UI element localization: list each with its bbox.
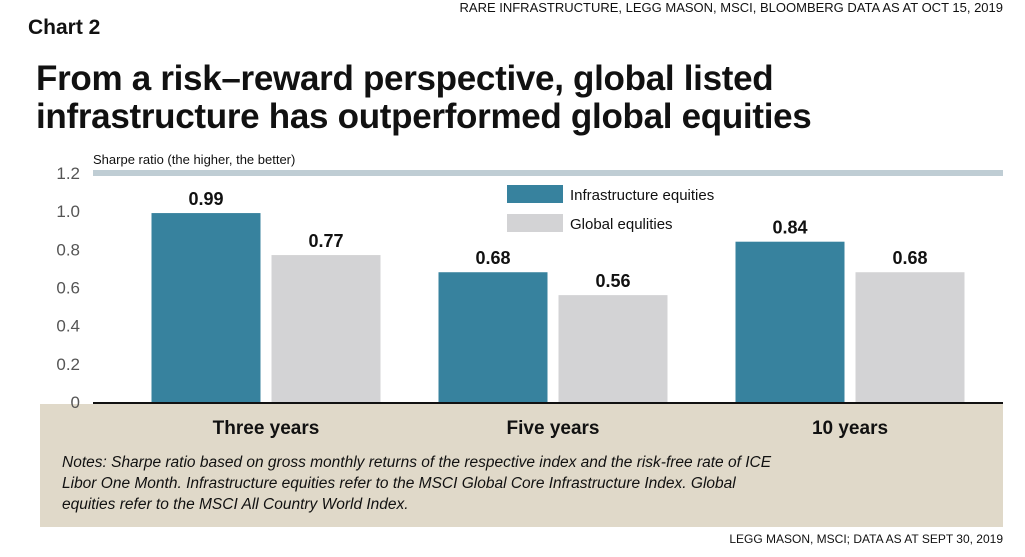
x-tick-label: 10 years [812,418,888,439]
notes-panel [40,404,1003,527]
legend-label: Infrastructure equities [570,187,714,204]
x-tick-label: Three years [213,418,320,439]
y-tick-label: 0.4 [56,317,80,336]
bar [151,213,261,402]
y-tick-label: 0.6 [56,279,80,298]
chart-title: From a risk–reward perspective, global l… [36,59,812,136]
legend-label: Global equlities [570,216,673,233]
bar [558,295,668,402]
y-tick-label: 0.2 [56,355,80,374]
data-label: 0.77 [308,231,343,251]
data-label: 0.99 [188,189,223,209]
bar [855,272,965,402]
legend-swatch [507,214,563,232]
source-bottom: LEGG MASON, MSCI; DATA AS AT SEPT 30, 20… [729,532,1003,546]
y-tick-label: 0 [71,393,80,412]
source-top: RARE INFRASTRUCTURE, LEGG MASON, MSCI, B… [459,0,1003,15]
data-label: 0.68 [475,248,510,268]
bar [735,241,845,402]
legend-swatch [507,185,563,203]
data-label: 0.84 [772,218,807,238]
y-tick-label: 1.2 [56,164,80,183]
bar [271,255,381,402]
y-tick-label: 0.8 [56,240,80,259]
y-tick-label: 1.0 [56,202,80,221]
data-label: 0.68 [892,248,927,268]
y-axis-label: Sharpe ratio (the higher, the better) [93,152,296,167]
data-label: 0.56 [595,271,630,291]
x-tick-label: Five years [507,418,600,439]
notes-text: Notes: Sharpe ratio based on gross month… [62,454,772,513]
x-axis [93,402,1003,404]
chart-label: Chart 2 [28,16,101,39]
bar [438,272,548,402]
top-gridline [93,170,1003,176]
